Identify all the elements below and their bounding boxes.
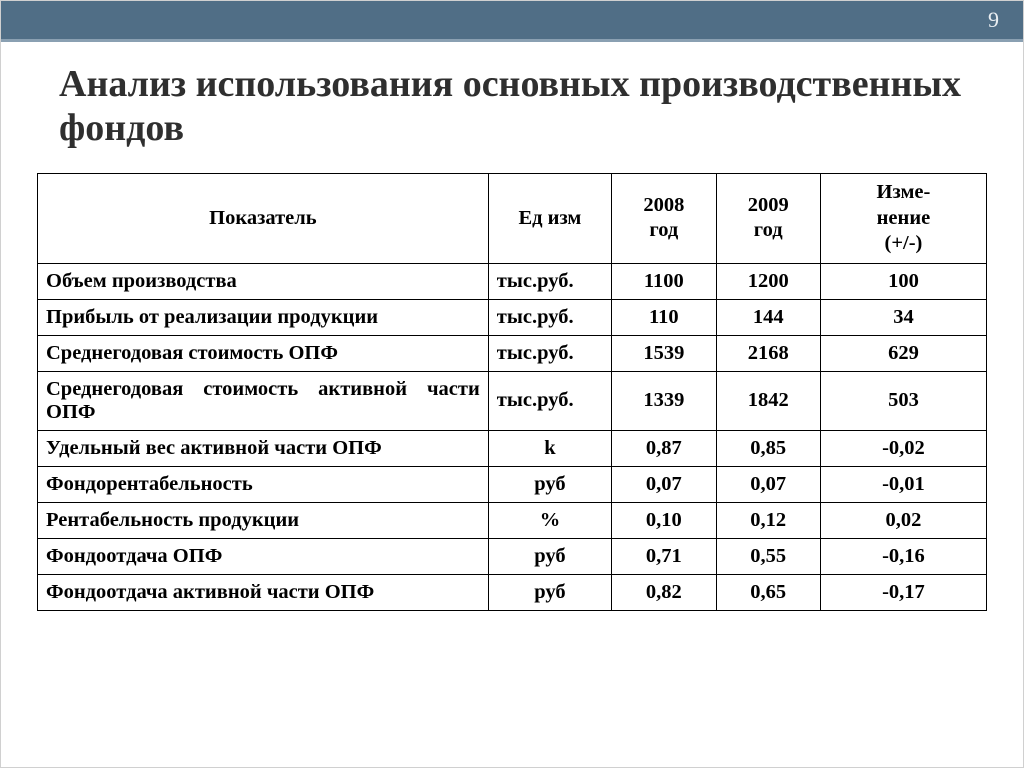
cell-indicator: Среднегодовая стоимость активной части О…: [38, 371, 489, 430]
cell-indicator: Рентабельность продукции: [38, 502, 489, 538]
cell-chg: 629: [820, 335, 986, 371]
cell-unit: %: [488, 502, 611, 538]
cell-chg: -0,01: [820, 466, 986, 502]
cell-chg: 0,02: [820, 502, 986, 538]
cell-indicator: Фондоотдача активной части ОПФ: [38, 574, 489, 610]
cell-chg: 503: [820, 371, 986, 430]
slide: 9 Анализ использования основных производ…: [0, 0, 1024, 768]
cell-chg: 34: [820, 299, 986, 335]
cell-y1: 0,87: [612, 430, 716, 466]
cell-unit: k: [488, 430, 611, 466]
top-bar: 9: [1, 1, 1023, 39]
cell-unit: руб: [488, 466, 611, 502]
cell-y2: 144: [716, 299, 820, 335]
cell-indicator: Фондорентабельность: [38, 466, 489, 502]
cell-y2: 0,65: [716, 574, 820, 610]
cell-y1: 0,07: [612, 466, 716, 502]
cell-chg: 100: [820, 263, 986, 299]
header-indicator: Показатель: [38, 174, 489, 264]
cell-y2: 1200: [716, 263, 820, 299]
cell-y1: 1539: [612, 335, 716, 371]
table-row: Фондоотдача активной части ОПФруб0,820,6…: [38, 574, 987, 610]
cell-indicator: Удельный вес активной части ОПФ: [38, 430, 489, 466]
cell-y2: 0,55: [716, 538, 820, 574]
cell-y2: 1842: [716, 371, 820, 430]
cell-indicator: Фондоотдача ОПФ: [38, 538, 489, 574]
header-unit: Ед изм: [488, 174, 611, 264]
table-row: Объем производстватыс.руб.11001200100: [38, 263, 987, 299]
data-table: Показатель Ед изм 2008 год 2009 год Изме…: [37, 173, 987, 611]
header-change: Изме- нение (+/-): [820, 174, 986, 264]
cell-chg: -0,02: [820, 430, 986, 466]
cell-unit: тыс.руб.: [488, 371, 611, 430]
cell-indicator: Объем производства: [38, 263, 489, 299]
cell-unit: тыс.руб.: [488, 263, 611, 299]
table-body: Объем производстватыс.руб.11001200100При…: [38, 263, 987, 610]
cell-y1: 0,71: [612, 538, 716, 574]
slide-title: Анализ использования основных производст…: [59, 63, 965, 150]
cell-y2: 0,07: [716, 466, 820, 502]
table-row: Удельный вес активной части ОПФk0,870,85…: [38, 430, 987, 466]
cell-y2: 0,85: [716, 430, 820, 466]
cell-y1: 1339: [612, 371, 716, 430]
page-number: 9: [988, 7, 999, 33]
cell-y1: 0,82: [612, 574, 716, 610]
header-year1: 2008 год: [612, 174, 716, 264]
cell-unit: тыс.руб.: [488, 335, 611, 371]
accent-line: [1, 39, 1023, 42]
table-row: Фондорентабельностьруб0,070,07-0,01: [38, 466, 987, 502]
cell-indicator: Прибыль от реализации продукции: [38, 299, 489, 335]
cell-y1: 0,10: [612, 502, 716, 538]
table-header-row: Показатель Ед изм 2008 год 2009 год Изме…: [38, 174, 987, 264]
cell-unit: руб: [488, 538, 611, 574]
table-row: Фондоотдача ОПФруб0,710,55-0,16: [38, 538, 987, 574]
cell-y2: 0,12: [716, 502, 820, 538]
cell-chg: -0,16: [820, 538, 986, 574]
cell-indicator: Среднегодовая стоимость ОПФ: [38, 335, 489, 371]
table-row: Прибыль от реализации продукциитыс.руб.1…: [38, 299, 987, 335]
cell-y1: 1100: [612, 263, 716, 299]
cell-chg: -0,17: [820, 574, 986, 610]
cell-unit: тыс.руб.: [488, 299, 611, 335]
table-row: Среднегодовая стоимость активной части О…: [38, 371, 987, 430]
table-row: Рентабельность продукции%0,100,120,02: [38, 502, 987, 538]
cell-y1: 110: [612, 299, 716, 335]
cell-y2: 2168: [716, 335, 820, 371]
cell-unit: руб: [488, 574, 611, 610]
header-year2: 2009 год: [716, 174, 820, 264]
table-row: Среднегодовая стоимость ОПФтыс.руб.15392…: [38, 335, 987, 371]
table-container: Показатель Ед изм 2008 год 2009 год Изме…: [37, 173, 987, 611]
